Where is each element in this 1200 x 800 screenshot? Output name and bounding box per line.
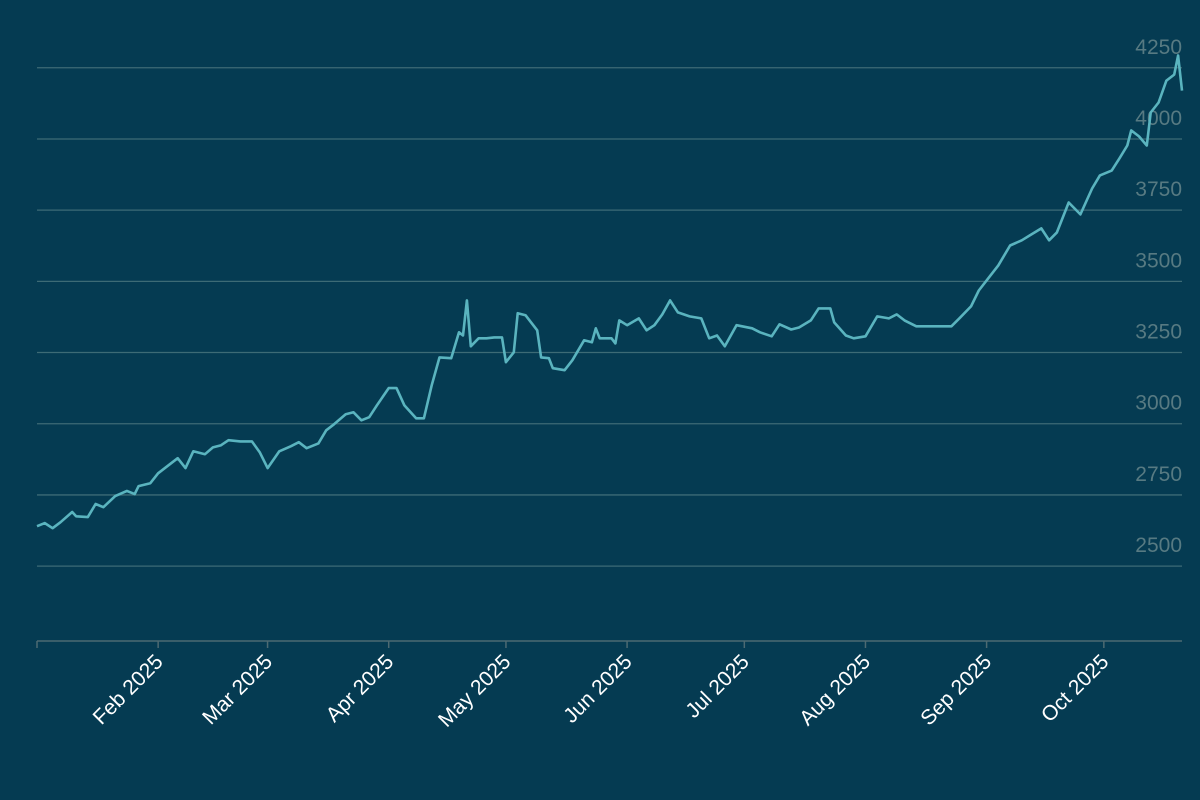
y-tick-label: 3000: [1135, 392, 1182, 415]
y-tick-label: 2750: [1135, 463, 1182, 486]
y-tick-label: 3500: [1135, 249, 1182, 272]
y-tick-label: 4000: [1135, 107, 1182, 130]
price-line: [36, 54, 1184, 530]
y-tick-label: 3750: [1135, 178, 1182, 201]
y-tick-label: 4250: [1135, 36, 1182, 59]
y-tick-label: 2500: [1135, 534, 1182, 557]
y-tick-label: 3250: [1135, 321, 1182, 344]
